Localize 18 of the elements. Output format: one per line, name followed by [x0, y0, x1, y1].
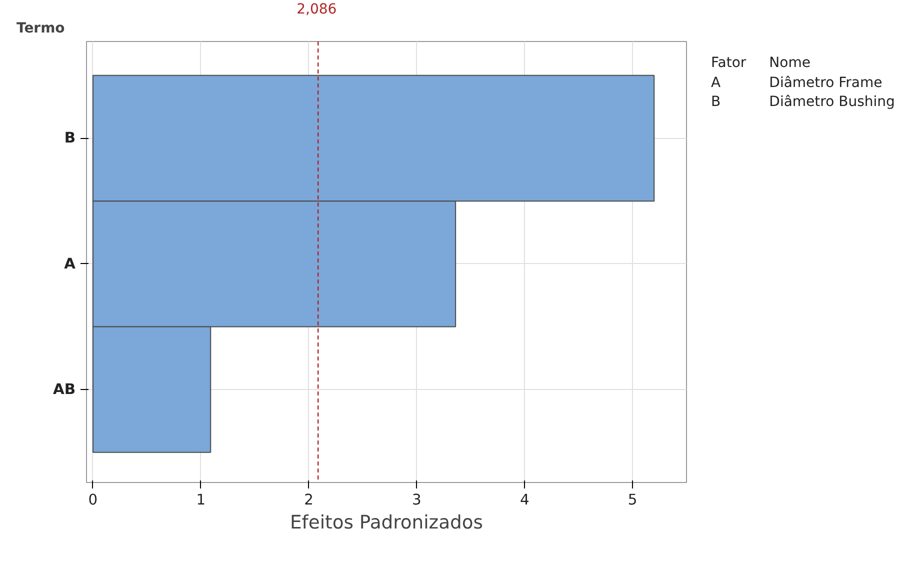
x-tick-label: 3	[412, 492, 422, 508]
y-axis-title: Termo	[16, 20, 66, 36]
y-tick-label: B	[64, 130, 76, 147]
y-tick-label: A	[64, 255, 76, 272]
text: Fator	[710, 54, 748, 73]
x-axis-title: Efeitos Padronizados	[290, 512, 483, 534]
x-tick-label: 5	[628, 492, 638, 508]
ref-line-label: 2,086	[296, 2, 337, 18]
x-tick-label: 4	[520, 492, 530, 508]
x-tick-label: 0	[88, 492, 98, 508]
text: B	[710, 93, 722, 112]
text: Diâmetro Frame	[768, 74, 884, 92]
text: Nome	[768, 54, 812, 73]
y-tick-label: AB	[52, 381, 76, 398]
x-tick-label: 1	[196, 492, 206, 508]
text: A	[710, 74, 722, 92]
text: Diâmetro Bushing	[768, 93, 896, 112]
x-tick-label: 2	[304, 492, 314, 508]
